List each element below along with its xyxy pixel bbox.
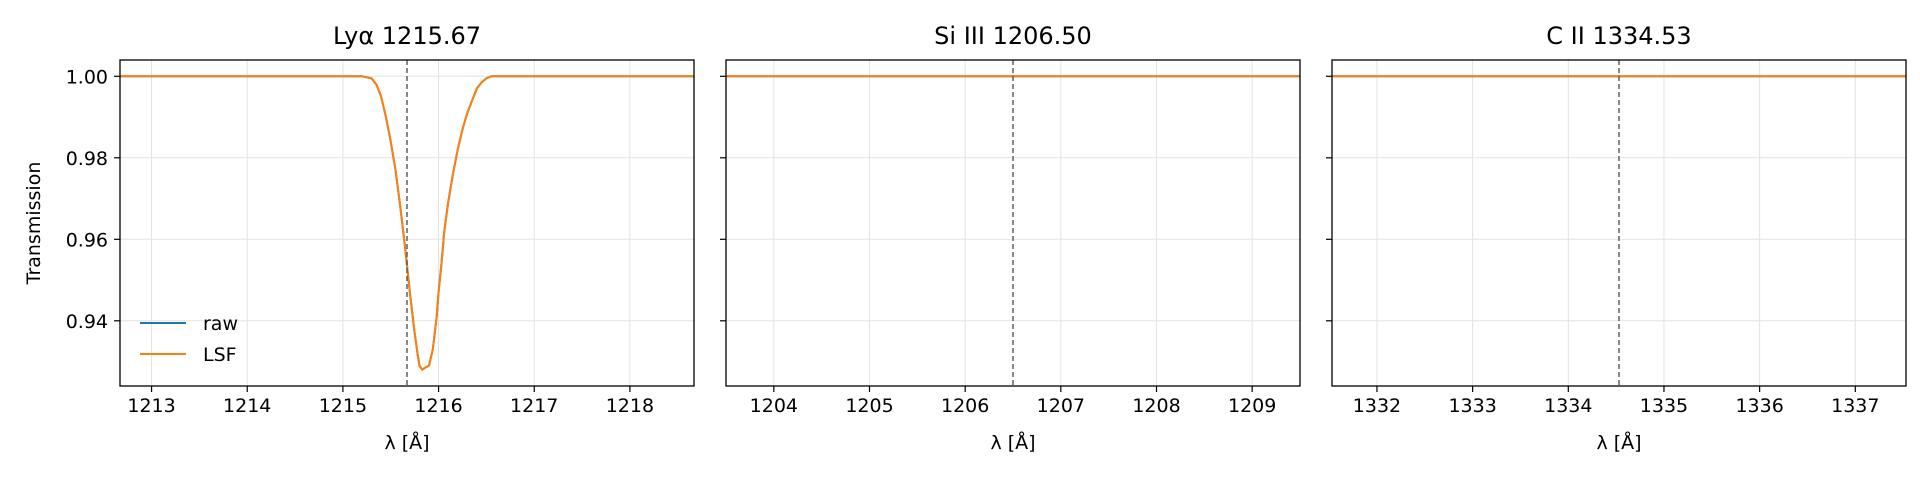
x-tick-label: 1204 bbox=[750, 395, 798, 417]
x-tick-label: 1216 bbox=[414, 395, 462, 417]
x-axis-label: λ [Å] bbox=[384, 431, 429, 454]
y-tick-label: 1.00 bbox=[66, 66, 108, 88]
y-tick-label: 0.98 bbox=[66, 148, 108, 170]
x-tick-label: 1335 bbox=[1640, 395, 1688, 417]
x-tick-label: 1218 bbox=[606, 395, 654, 417]
x-tick-label: 1334 bbox=[1544, 395, 1592, 417]
x-tick-label: 1217 bbox=[510, 395, 558, 417]
x-tick-label: 1209 bbox=[1228, 395, 1276, 417]
panel-title: Si III 1206.50 bbox=[934, 22, 1092, 50]
legend-label: raw bbox=[203, 313, 238, 335]
x-tick-label: 1214 bbox=[223, 395, 271, 417]
x-tick-label: 1215 bbox=[319, 395, 367, 417]
x-tick-label: 1208 bbox=[1132, 395, 1180, 417]
panel-title: Lyα 1215.67 bbox=[333, 22, 481, 50]
x-axis-label: λ [Å] bbox=[1596, 431, 1641, 454]
series-line-lsf bbox=[120, 75, 694, 371]
x-tick-label: 1332 bbox=[1353, 395, 1401, 417]
x-tick-label: 1333 bbox=[1448, 395, 1496, 417]
panel-title: C II 1334.53 bbox=[1546, 22, 1691, 50]
x-tick-label: 1213 bbox=[127, 395, 175, 417]
y-tick-label: 0.94 bbox=[66, 311, 108, 333]
y-tick-label: 0.96 bbox=[66, 229, 108, 251]
legend-label: LSF bbox=[203, 344, 237, 366]
axes-frame bbox=[1331, 59, 1907, 387]
x-tick-label: 1206 bbox=[941, 395, 989, 417]
x-axis-label: λ [Å] bbox=[990, 431, 1035, 454]
axes-frame bbox=[725, 59, 1301, 387]
y-axis-label: Transmission bbox=[23, 162, 45, 286]
x-tick-label: 1337 bbox=[1831, 395, 1879, 417]
axes-frame bbox=[119, 59, 695, 387]
x-tick-label: 1336 bbox=[1735, 395, 1783, 417]
x-tick-label: 1207 bbox=[1037, 395, 1085, 417]
x-tick-label: 1205 bbox=[845, 395, 893, 417]
